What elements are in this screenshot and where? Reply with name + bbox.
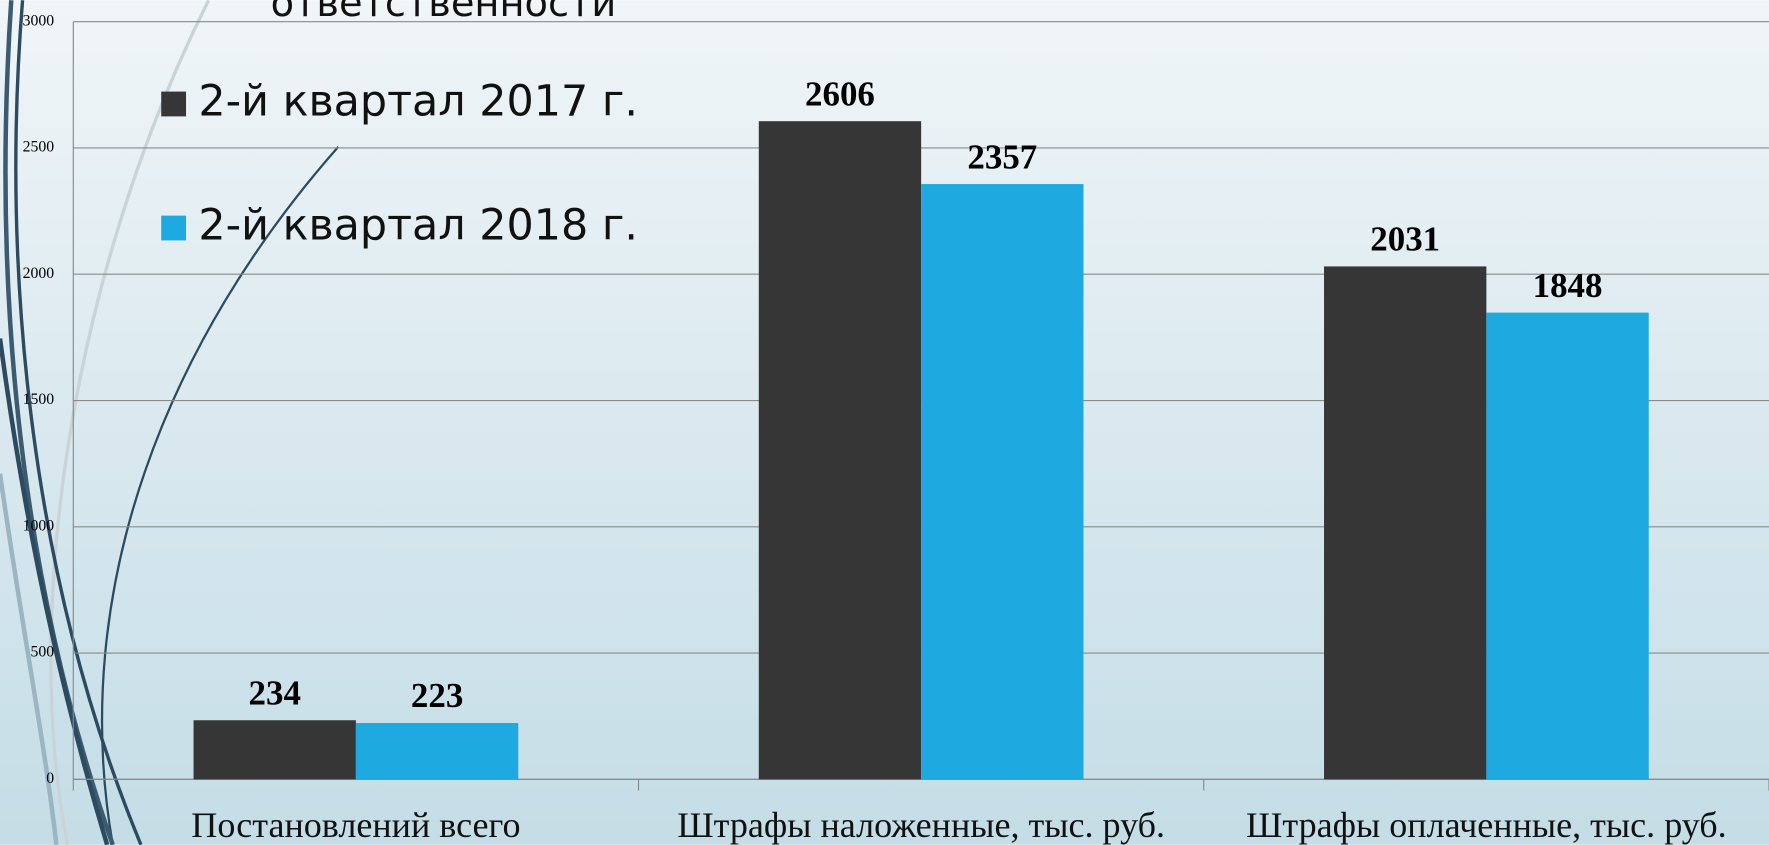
x-tick-label: Штрафы оплаченные, тыс. руб.: [1246, 805, 1727, 845]
legend-label: 2-й квартал 2017 г.: [198, 76, 638, 126]
bar: [194, 720, 356, 779]
y-tick-label: 0: [46, 770, 54, 787]
legend-swatch: [161, 92, 186, 117]
bar: [921, 184, 1083, 779]
value-label: 2606: [805, 74, 875, 113]
bar: [759, 121, 921, 779]
y-tick-label: 2500: [23, 139, 55, 156]
legend-swatch: [161, 216, 186, 241]
page: {"chart_data": {"type": "bar", "title": …: [0, 0, 1769, 845]
legend-label: 2-й квартал 2018 г.: [198, 201, 638, 251]
bar: [356, 723, 518, 779]
chart: ответственности 050010001500200025003000…: [0, 0, 1769, 845]
y-tick-label: 1500: [23, 391, 55, 408]
x-tick-label: Постановлений всего: [191, 805, 520, 845]
value-label: 1848: [1533, 266, 1603, 305]
y-tick-label: 2000: [23, 265, 55, 282]
x-tick-label: Штрафы наложенные, тыс. руб.: [677, 805, 1165, 845]
y-tick-label: 1000: [23, 517, 55, 534]
value-label: 2031: [1370, 220, 1440, 259]
bar: [1486, 313, 1648, 780]
bar: [1324, 266, 1486, 779]
y-tick-label: 500: [30, 644, 54, 661]
value-label: 234: [249, 673, 301, 712]
y-tick-label: 3000: [23, 12, 55, 29]
value-label: 223: [411, 676, 463, 715]
value-label: 2357: [967, 137, 1037, 176]
